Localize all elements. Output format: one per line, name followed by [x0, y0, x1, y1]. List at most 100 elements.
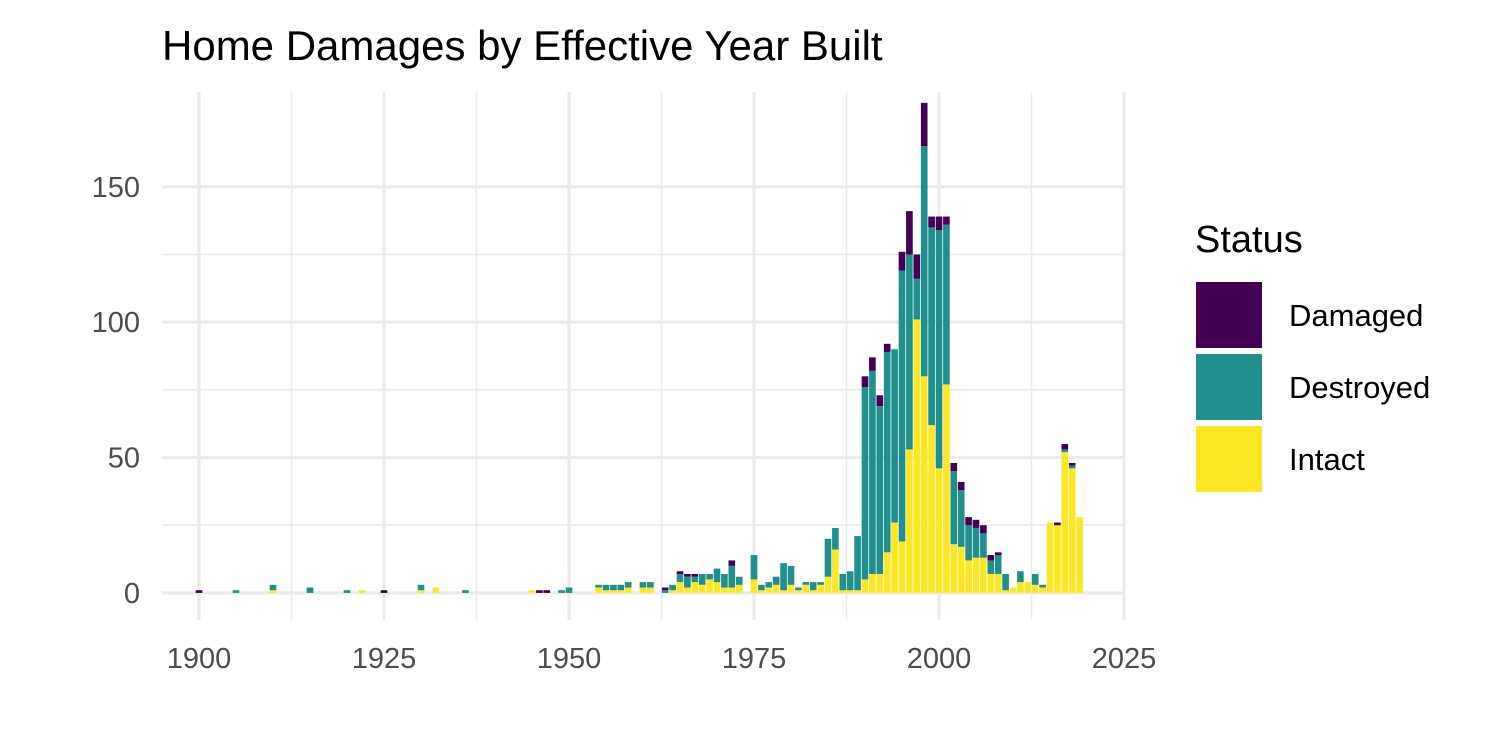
bar-intact-1978: [772, 584, 780, 593]
bar-destroyed-1970: [713, 568, 721, 583]
bar-damaged-1900: [195, 590, 203, 593]
bar-destroyed-1956: [610, 584, 617, 591]
bar-destroyed-1997: [913, 278, 921, 320]
bar-destroyed-1961: [647, 582, 654, 588]
bar-intact-1945: [528, 590, 536, 593]
bar-intact-2006: [980, 557, 987, 593]
bar-intact-1961: [647, 587, 654, 593]
y-tick-label-0: 0: [124, 578, 140, 610]
bar-destroyed-1983: [809, 582, 817, 591]
bar-damaged-1963: [661, 587, 669, 591]
y-tick-label-100: 100: [92, 307, 140, 339]
bar-destroyed-2003: [957, 490, 965, 547]
bar-intact-1975: [750, 579, 758, 593]
bar-intact-2002: [950, 544, 958, 593]
bar-intact-1991: [869, 573, 876, 593]
bar-damaged-1992: [876, 395, 884, 407]
bar-intact-1955: [602, 590, 610, 593]
bar-destroyed-2004: [965, 525, 972, 561]
bar-destroyed-1995: [898, 270, 906, 542]
bar-intact-2012: [1024, 582, 1032, 593]
bar-destroyed-2001: [943, 224, 950, 385]
bar-destroyed-1988: [846, 571, 854, 591]
bar-damaged-1995: [898, 251, 906, 271]
bar-damaged-2003: [957, 481, 965, 491]
bar-destroyed-1966: [684, 576, 691, 588]
bar-intact-2017: [1061, 452, 1069, 593]
bar-destroyed-1915: [306, 587, 314, 593]
bar-destroyed-1986: [832, 527, 839, 550]
bar-intact-2010: [1009, 587, 1017, 593]
bar-damaged-1965: [676, 571, 684, 574]
y-tick-label-150: 150: [92, 172, 140, 204]
bar-intact-1998: [920, 376, 928, 593]
bar-intact-1930: [417, 590, 425, 593]
bar-intact-1954: [595, 587, 602, 593]
bar-damaged-1946: [536, 590, 543, 593]
bar-intact-2001: [943, 384, 950, 593]
bar-intact-1988: [846, 590, 854, 593]
bar-intact-1965: [676, 582, 684, 593]
bar-intact-2019: [1076, 517, 1083, 593]
bar-destroyed-1963: [661, 590, 669, 593]
bar-intact-1987: [839, 590, 847, 593]
bar-destroyed-1989: [854, 536, 861, 591]
bar-intact-2016: [1054, 525, 1061, 593]
bar-intact-1997: [913, 319, 921, 593]
bar-destroyed-1964: [669, 584, 676, 591]
bar-intact-2007: [987, 573, 995, 593]
bar-intact-1969: [706, 579, 713, 593]
bar-destroyed-1967: [691, 576, 699, 583]
bar-intact-2005: [972, 557, 980, 593]
bar-destroyed-1980: [787, 565, 795, 585]
bar-destroyed-2018: [1068, 465, 1076, 469]
bar-destroyed-2017: [1061, 449, 1069, 453]
x-tick-label-1900: 1900: [167, 643, 232, 675]
bar-intact-1910: [269, 590, 277, 593]
x-tick-label-1950: 1950: [537, 643, 602, 675]
bar-intact-2004: [965, 560, 972, 593]
bar-intact-1972: [728, 587, 736, 593]
bar-intact-1977: [765, 587, 773, 593]
bar-intact-1922: [358, 590, 366, 593]
chart-title: Home Damages by Effective Year Built: [162, 22, 883, 69]
bar-damaged-2008: [994, 552, 1002, 556]
legend-title: Status: [1195, 219, 1303, 261]
legend-swatch-damaged: [1196, 282, 1262, 348]
bar-damaged-1972: [728, 560, 736, 566]
bar-intact-1976: [758, 590, 765, 593]
bar-destroyed-1958: [624, 582, 632, 588]
bar-intact-1999: [928, 425, 935, 593]
bar-destroyed-1991: [869, 370, 876, 574]
bar-destroyed-1987: [839, 573, 847, 591]
bar-intact-1957: [617, 590, 625, 593]
bar-destroyed-1973: [735, 576, 743, 585]
bar-damaged-1991: [869, 357, 876, 371]
bar-destroyed-1957: [617, 584, 625, 591]
bar-intact-1979: [780, 590, 787, 593]
bar-damaged-2004: [965, 517, 972, 526]
x-tick-label-2000: 2000: [907, 643, 972, 675]
bar-destroyed-1982: [802, 582, 810, 585]
bar-destroyed-2000: [935, 230, 943, 469]
bar-destroyed-2006: [980, 533, 987, 558]
bar-intact-1995: [898, 541, 906, 593]
bar-damaged-1967: [691, 573, 699, 577]
bar-intact-1966: [684, 587, 691, 593]
bar-destroyed-1949: [558, 590, 565, 593]
bar-damaged-2005: [972, 519, 980, 528]
bar-intact-1985: [824, 576, 832, 593]
bar-destroyed-1994: [891, 349, 898, 523]
y-tick-label-50: 50: [108, 443, 140, 475]
bar-destroyed-2009: [1002, 573, 1009, 591]
bar-destroyed-1998: [920, 146, 928, 377]
bar-intact-2009: [1002, 590, 1009, 593]
legend-items: Damaged Destroyed Intact: [1196, 282, 1430, 492]
bar-destroyed-1960: [639, 582, 647, 588]
bar-destroyed-1969: [706, 573, 713, 580]
bar-intact-2003: [957, 546, 965, 593]
bar-destroyed-1971: [721, 573, 728, 588]
bar-intact-2015: [1046, 522, 1054, 593]
bar-damaged-2007: [987, 555, 995, 561]
